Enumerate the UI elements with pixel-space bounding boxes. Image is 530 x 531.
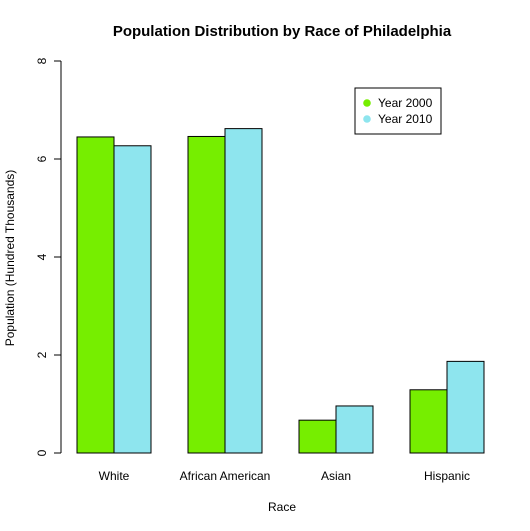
bar-hispanic-year-2000 xyxy=(409,389,448,454)
y-tick-label: 0 xyxy=(35,449,49,456)
y-tick-label: 4 xyxy=(35,253,49,260)
bar-asian-year-2010 xyxy=(335,405,374,454)
bar-white-year-2010 xyxy=(113,145,152,454)
legend-label: Year 2000 xyxy=(378,96,433,110)
bar-hispanic-year-2010 xyxy=(446,360,485,454)
bar-african-american-year-2010 xyxy=(224,128,263,454)
x-tick-label: Asian xyxy=(321,469,351,483)
bar-african-american-year-2000 xyxy=(187,135,226,454)
bar-asian-year-2000 xyxy=(298,419,337,454)
bars-group xyxy=(76,128,485,454)
legend-swatch xyxy=(363,99,371,107)
x-tick-label: White xyxy=(99,469,130,483)
y-tick-label: 6 xyxy=(35,155,49,162)
y-axis: 0 2 4 6 8 xyxy=(35,57,62,456)
y-tick-label: 8 xyxy=(35,57,49,64)
legend: Year 2000 Year 2010 xyxy=(354,87,442,135)
y-axis-label: Population (Hundred Thousands) xyxy=(3,170,17,347)
legend-label: Year 2010 xyxy=(378,112,433,126)
chart-title: Population Distribution by Race of Phila… xyxy=(113,23,452,40)
y-tick-label: 2 xyxy=(35,351,49,358)
bar-white-year-2000 xyxy=(76,136,115,454)
legend-box xyxy=(354,87,442,135)
legend-swatch xyxy=(363,115,371,123)
x-tick-labels: White African American Asian Hispanic xyxy=(99,469,470,483)
x-tick-label: African American xyxy=(180,469,271,483)
x-tick-label: Hispanic xyxy=(424,469,470,483)
x-axis-label: Race xyxy=(268,500,296,514)
